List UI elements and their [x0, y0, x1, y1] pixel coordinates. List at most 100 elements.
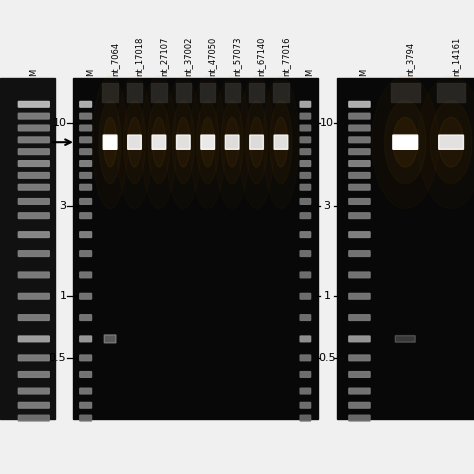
- FancyBboxPatch shape: [18, 125, 49, 131]
- Text: nt_47050: nt_47050: [208, 36, 217, 76]
- FancyBboxPatch shape: [274, 135, 288, 149]
- FancyBboxPatch shape: [176, 135, 190, 149]
- FancyBboxPatch shape: [349, 137, 370, 143]
- FancyBboxPatch shape: [18, 293, 49, 299]
- Ellipse shape: [226, 118, 239, 167]
- FancyBboxPatch shape: [349, 184, 370, 190]
- Text: nt_3794: nt_3794: [405, 42, 414, 76]
- Ellipse shape: [201, 118, 214, 167]
- FancyBboxPatch shape: [80, 101, 91, 107]
- FancyBboxPatch shape: [300, 415, 310, 421]
- FancyBboxPatch shape: [349, 272, 370, 278]
- FancyBboxPatch shape: [349, 415, 370, 421]
- Bar: [437, 83, 465, 102]
- Ellipse shape: [274, 118, 288, 167]
- FancyBboxPatch shape: [300, 232, 310, 237]
- FancyBboxPatch shape: [18, 388, 49, 394]
- FancyBboxPatch shape: [349, 293, 370, 299]
- FancyBboxPatch shape: [349, 402, 370, 408]
- FancyBboxPatch shape: [18, 137, 49, 143]
- FancyBboxPatch shape: [80, 184, 91, 190]
- FancyBboxPatch shape: [80, 336, 91, 342]
- FancyBboxPatch shape: [80, 388, 91, 394]
- FancyBboxPatch shape: [80, 372, 91, 377]
- FancyBboxPatch shape: [18, 272, 49, 278]
- FancyBboxPatch shape: [80, 293, 91, 299]
- FancyBboxPatch shape: [349, 336, 370, 342]
- Bar: [176, 83, 191, 102]
- FancyBboxPatch shape: [18, 149, 49, 155]
- Ellipse shape: [152, 118, 165, 167]
- FancyBboxPatch shape: [80, 251, 91, 256]
- Text: 3: 3: [59, 201, 66, 211]
- FancyBboxPatch shape: [300, 315, 310, 320]
- FancyBboxPatch shape: [300, 173, 310, 178]
- FancyBboxPatch shape: [300, 293, 310, 299]
- Ellipse shape: [393, 118, 418, 167]
- FancyBboxPatch shape: [300, 125, 310, 131]
- FancyBboxPatch shape: [128, 135, 141, 149]
- FancyBboxPatch shape: [18, 101, 49, 107]
- FancyBboxPatch shape: [300, 113, 310, 119]
- FancyBboxPatch shape: [18, 415, 49, 421]
- Text: nt_17018: nt_17018: [135, 36, 144, 76]
- FancyBboxPatch shape: [18, 184, 49, 190]
- FancyBboxPatch shape: [349, 161, 370, 166]
- Bar: [0, 78, 55, 419]
- FancyBboxPatch shape: [18, 161, 49, 166]
- FancyBboxPatch shape: [349, 355, 370, 361]
- FancyBboxPatch shape: [18, 199, 49, 204]
- FancyBboxPatch shape: [393, 135, 418, 149]
- Ellipse shape: [250, 118, 263, 167]
- FancyBboxPatch shape: [349, 113, 370, 119]
- FancyBboxPatch shape: [300, 184, 310, 190]
- FancyBboxPatch shape: [300, 251, 310, 256]
- Bar: [102, 83, 118, 102]
- Ellipse shape: [128, 118, 141, 167]
- FancyBboxPatch shape: [395, 336, 415, 342]
- FancyBboxPatch shape: [349, 125, 370, 131]
- FancyBboxPatch shape: [300, 388, 310, 394]
- FancyBboxPatch shape: [80, 125, 91, 131]
- FancyBboxPatch shape: [80, 173, 91, 178]
- FancyBboxPatch shape: [18, 213, 49, 219]
- Text: nt_57073: nt_57073: [232, 36, 241, 76]
- FancyBboxPatch shape: [80, 113, 91, 119]
- Text: nt_14161: nt_14161: [451, 36, 460, 76]
- Ellipse shape: [438, 118, 464, 167]
- Bar: [391, 83, 419, 102]
- FancyBboxPatch shape: [225, 135, 239, 149]
- FancyBboxPatch shape: [439, 135, 464, 149]
- FancyBboxPatch shape: [250, 135, 264, 149]
- FancyBboxPatch shape: [300, 402, 310, 408]
- FancyBboxPatch shape: [104, 335, 116, 343]
- Bar: [73, 78, 318, 419]
- Text: 10: 10: [320, 118, 334, 128]
- Text: 1: 1: [324, 291, 330, 301]
- FancyBboxPatch shape: [18, 315, 49, 320]
- FancyBboxPatch shape: [103, 135, 117, 149]
- FancyBboxPatch shape: [300, 355, 310, 361]
- Text: M: M: [305, 69, 314, 76]
- FancyBboxPatch shape: [18, 232, 49, 237]
- Bar: [273, 83, 289, 102]
- FancyBboxPatch shape: [80, 161, 91, 166]
- FancyBboxPatch shape: [300, 199, 310, 204]
- Text: nt_77016: nt_77016: [281, 36, 290, 76]
- Text: 0.5: 0.5: [318, 353, 336, 363]
- Text: 1: 1: [59, 291, 66, 301]
- FancyBboxPatch shape: [18, 372, 49, 377]
- FancyBboxPatch shape: [349, 101, 370, 107]
- Bar: [249, 83, 264, 102]
- FancyBboxPatch shape: [18, 336, 49, 342]
- FancyBboxPatch shape: [300, 336, 310, 342]
- Text: nt_37002: nt_37002: [183, 36, 192, 76]
- Text: nt_7064: nt_7064: [110, 42, 119, 76]
- Ellipse shape: [177, 118, 190, 167]
- FancyBboxPatch shape: [349, 232, 370, 237]
- FancyBboxPatch shape: [349, 388, 370, 394]
- FancyBboxPatch shape: [349, 149, 370, 155]
- Bar: [337, 78, 474, 419]
- Text: M: M: [29, 69, 38, 76]
- Text: nt_27107: nt_27107: [159, 36, 168, 76]
